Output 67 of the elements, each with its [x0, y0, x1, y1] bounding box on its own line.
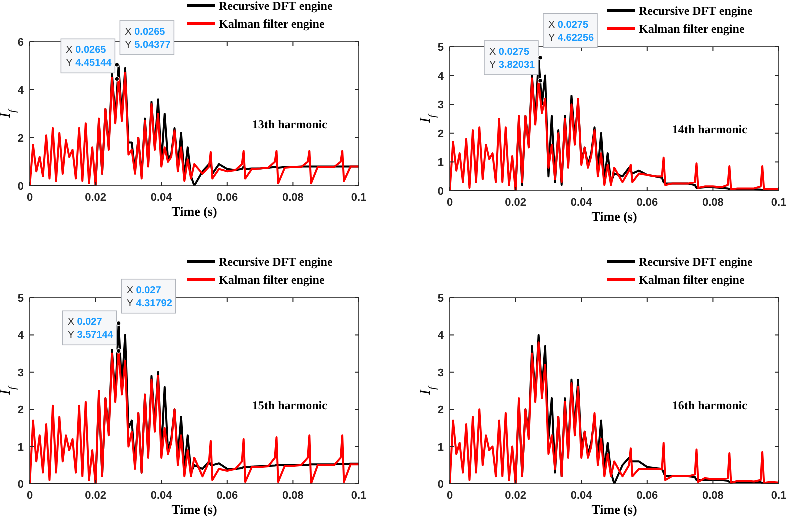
x-tick-label: 0: [446, 197, 454, 209]
annotation: X 0.0265 Y 4.45144: [66, 45, 112, 70]
y-tick-label: 6: [18, 37, 24, 49]
y-tick-label: 5: [438, 293, 444, 305]
y-tick-label: 0: [438, 479, 444, 491]
x-tick-label: 0.02: [85, 192, 107, 204]
x-tick-label: 0.1: [771, 197, 787, 209]
x-axis-title: Time (s): [172, 502, 218, 517]
y-tick-label: 4: [18, 85, 25, 97]
x-tick-label: 0: [446, 490, 454, 502]
x-tick-label: 0.02: [85, 490, 107, 502]
y-tick-label: 4: [438, 330, 445, 342]
x-tick-label: 0.04: [570, 490, 594, 502]
y-tick-label: 2: [18, 133, 24, 145]
x-tick-label: 0.1: [351, 490, 367, 502]
legend-label: Recursive DFT engine: [639, 255, 754, 269]
annotation: X 0.0275 Y 3.82031: [489, 46, 536, 71]
x-tick-label: 0.02: [505, 197, 527, 209]
x-tick-label: 0: [26, 490, 34, 502]
legend-label: Kalman filter engine: [219, 17, 326, 31]
legend-label: Kalman filter engine: [639, 273, 746, 287]
x-tick-label: 0.08: [702, 490, 724, 502]
y-tick-label: 2: [18, 404, 24, 417]
legend-label: Kalman filter engine: [639, 22, 746, 36]
y-tick-label: 0: [18, 181, 24, 193]
x-tick-label: 0.04: [150, 192, 174, 204]
x-axis-title: Time (s): [172, 204, 218, 219]
x-tick-label: 0.1: [771, 490, 787, 502]
legend-label: Recursive DFT engine: [639, 4, 754, 18]
annotation: 14th harmonic: [672, 122, 748, 136]
annotation: 16th harmonic: [672, 398, 748, 413]
y-tick-label: 5: [438, 42, 444, 54]
annotation: X 0.0275 Y 4.62256: [548, 20, 595, 44]
y-tick-label: 2: [438, 128, 444, 140]
x-axis-title: Time (s): [592, 209, 638, 224]
y-tick-label: 1: [438, 442, 444, 454]
y-tick-label: 3: [438, 367, 444, 380]
x-tick-label: 0.06: [216, 490, 238, 502]
x-tick-label: 0.04: [570, 197, 594, 209]
y-tick-label: 2: [438, 404, 444, 417]
x-tick-label: 0.08: [702, 197, 724, 209]
x-tick-label: 0.06: [636, 490, 658, 502]
legend-label: Kalman filter engine: [219, 273, 326, 287]
x-tick-label: 0: [26, 192, 34, 204]
y-tick-label: 4: [18, 330, 25, 342]
annotation: 13th harmonic: [252, 117, 328, 132]
y-tick-label: 1: [18, 442, 24, 454]
x-tick-label: 0.06: [636, 197, 658, 209]
y-tick-label: 4: [438, 70, 445, 83]
annotation: X 0.027 Y 3.57144: [68, 317, 114, 342]
annotation: X 0.027 Y 4.31792: [126, 285, 173, 310]
y-tick-label: 0: [18, 479, 24, 491]
y-tick-label: 1: [438, 157, 444, 170]
annotation: X 0.0265 Y 5.04377: [125, 26, 172, 51]
x-tick-label: 0.06: [216, 192, 238, 204]
y-tick-label: 3: [438, 100, 444, 112]
x-tick-label: 0.1: [351, 192, 367, 204]
y-tick-label: 3: [18, 367, 24, 380]
x-axis-title: Time (s): [592, 502, 638, 517]
legend-label: Recursive DFT engine: [219, 255, 334, 269]
y-tick-label: 5: [18, 293, 24, 305]
annotation: 15th harmonic: [252, 398, 328, 413]
legend-label: Recursive DFT engine: [219, 0, 334, 13]
x-tick-label: 0.04: [150, 490, 174, 502]
x-tick-label: 0.02: [505, 490, 527, 502]
x-tick-label: 0.08: [282, 192, 304, 204]
x-tick-label: 0.08: [282, 490, 304, 502]
